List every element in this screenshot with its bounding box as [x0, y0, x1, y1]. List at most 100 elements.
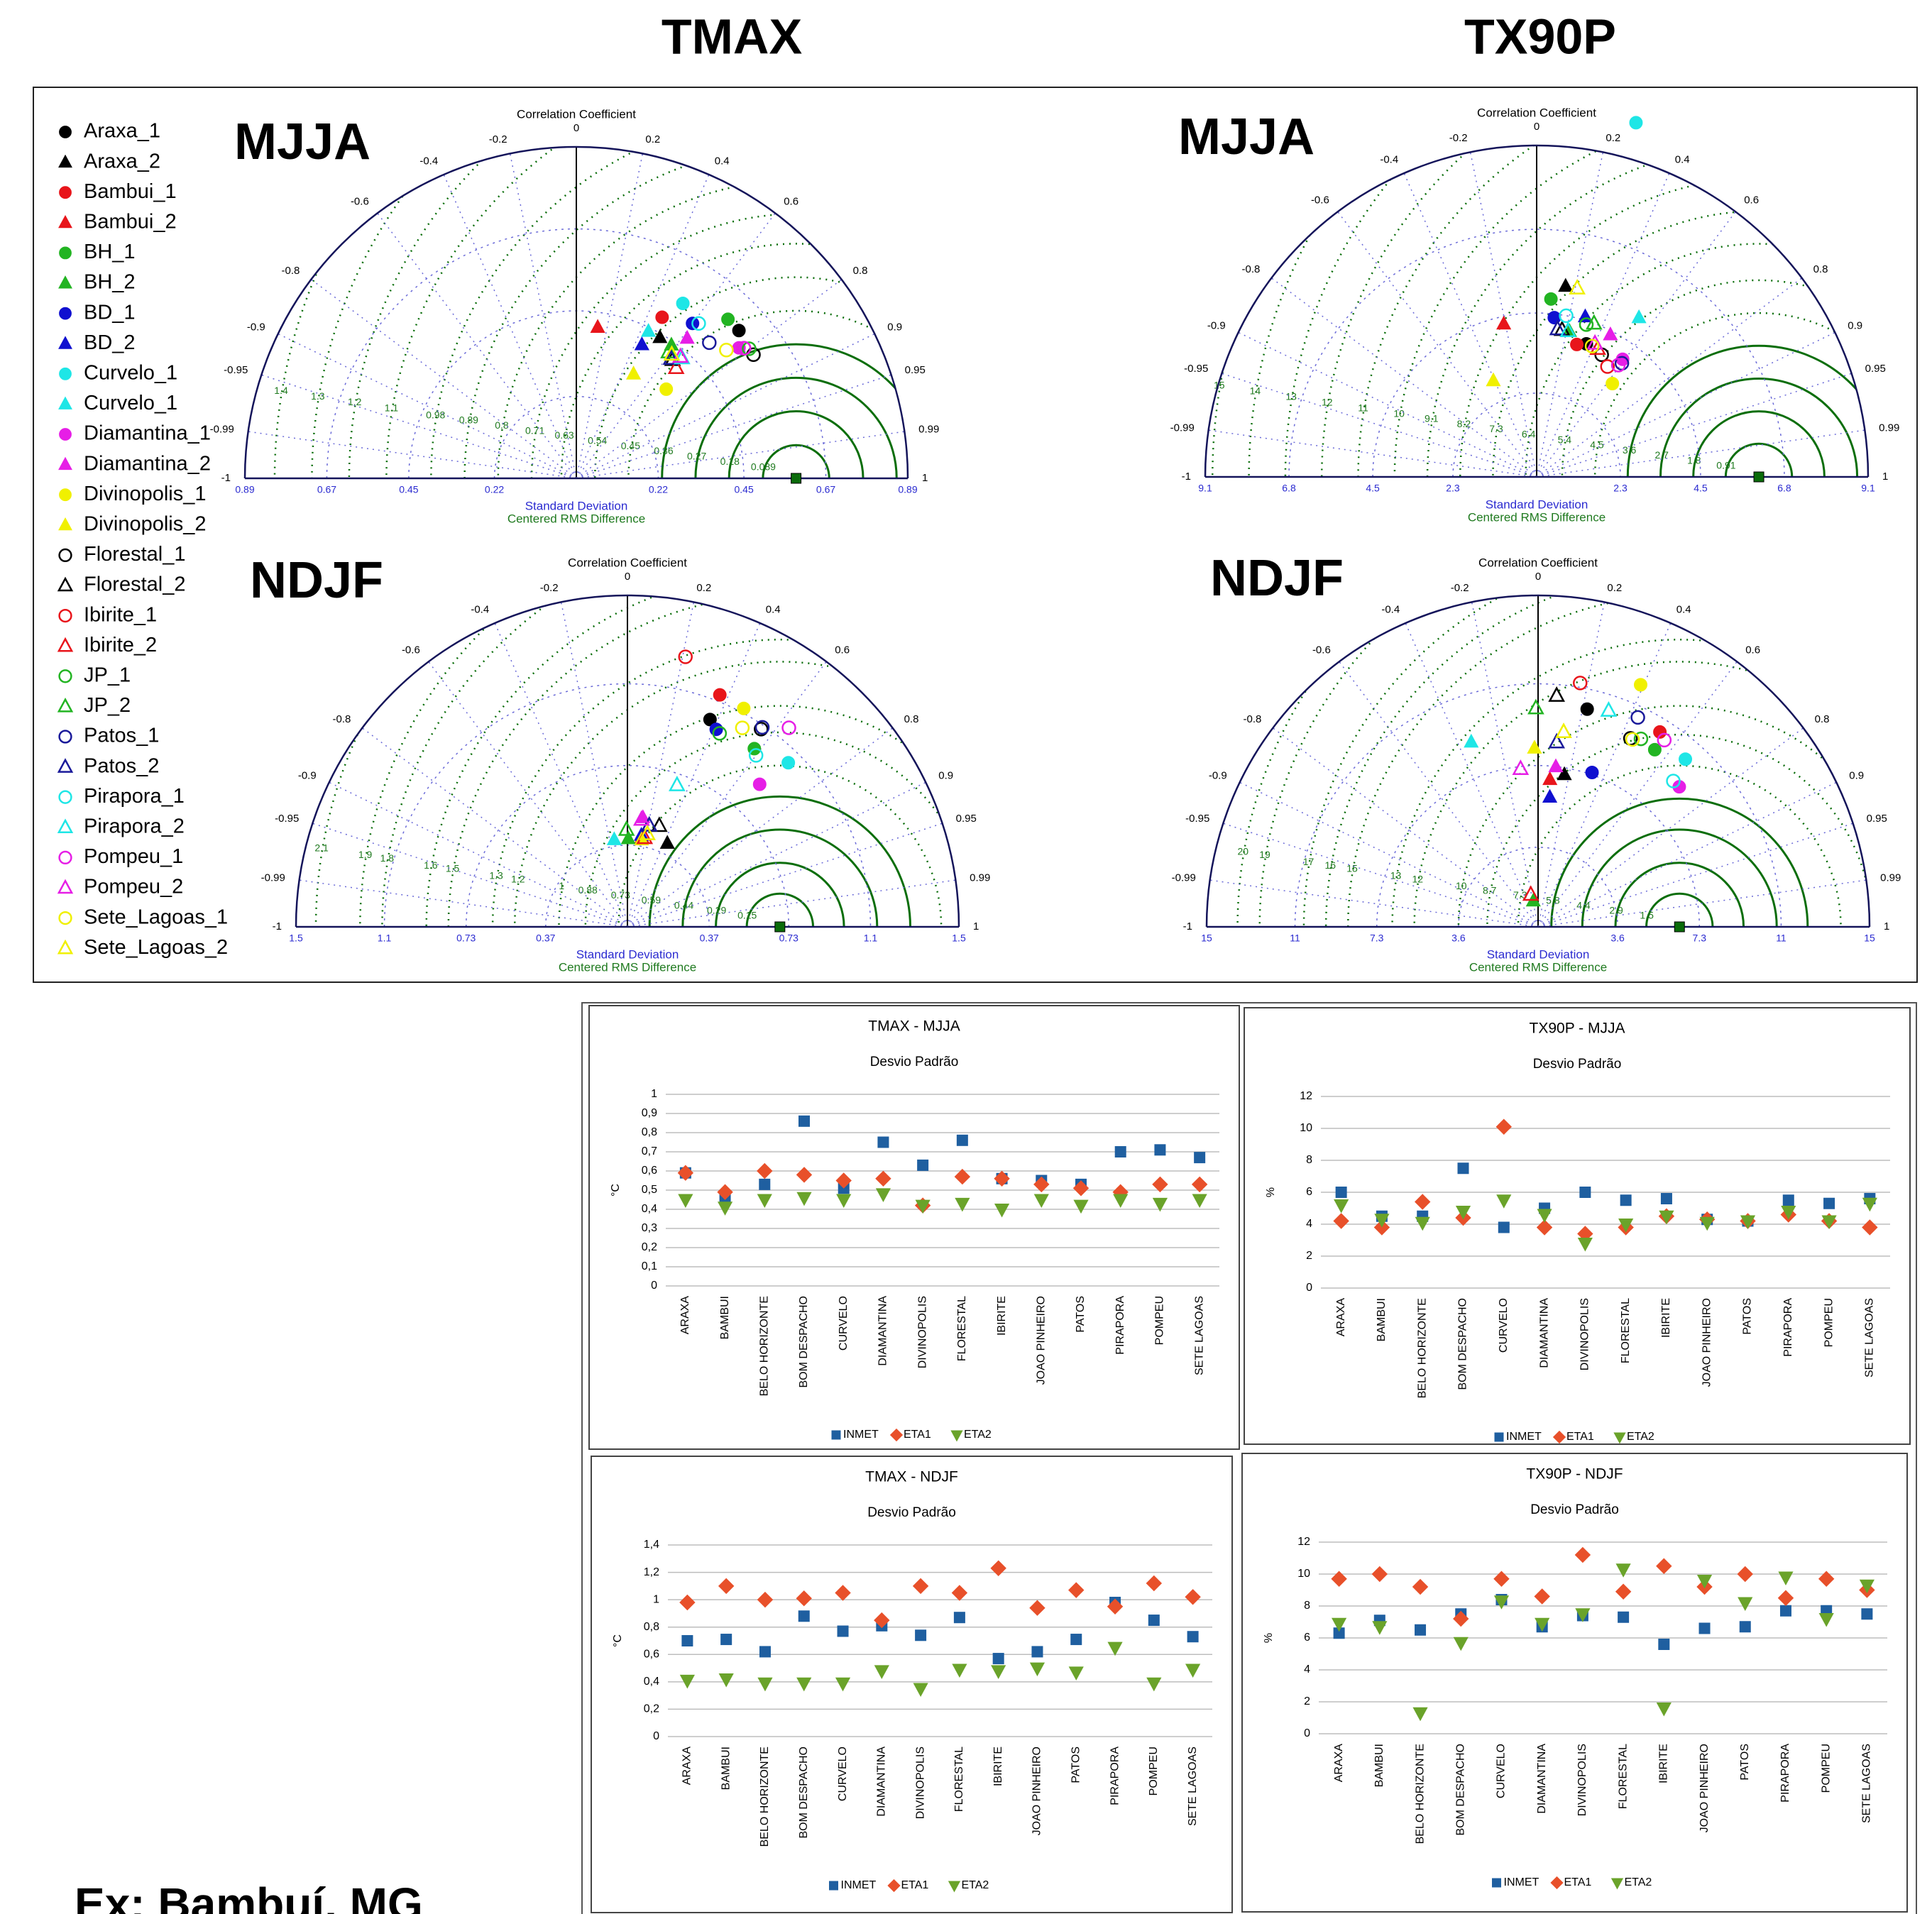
corr-tick-label: 0.95: [1865, 363, 1886, 375]
data-point: [1585, 766, 1599, 780]
data-point: [1577, 1238, 1593, 1252]
y-tick-label: 0,4: [644, 1676, 659, 1688]
data-point: [1696, 1575, 1713, 1589]
legend-marker: [1550, 1876, 1564, 1890]
y-axis-label: %: [1265, 1187, 1277, 1197]
corr-grid-ray: [627, 622, 761, 928]
y-tick-label: 0,1: [642, 1260, 657, 1272]
data-point: [836, 1194, 852, 1209]
x-tick-label: IBIRITE: [1660, 1298, 1672, 1338]
corr-tick-label: 0.4: [715, 155, 730, 167]
corr-tick-label: 0.6: [1745, 644, 1760, 656]
std-tick-label: 2.3: [1446, 483, 1460, 494]
y-tick-label: 4: [1304, 1663, 1310, 1676]
rms-axis-label: Centered RMS Difference: [559, 960, 696, 974]
y-tick-label: 2: [1306, 1250, 1312, 1262]
data-point: [1334, 1199, 1349, 1214]
data-point: [1072, 1180, 1090, 1197]
y-tick-label: 1: [651, 1088, 657, 1100]
data-point: [667, 358, 685, 374]
rms-tick-label: 10: [1456, 880, 1467, 891]
rms-tick-label: 6.4: [1522, 428, 1536, 439]
corr-tick-label: 0.95: [905, 364, 926, 376]
rms-tick-label: 0.44: [674, 899, 693, 911]
x-tick-label: ARAXA: [1333, 1744, 1345, 1783]
corr-grid-ray: [576, 431, 905, 479]
x-tick-label: SETE LAGOAS: [1193, 1296, 1205, 1375]
rms-contour: [560, 243, 908, 478]
legend-label: Florestal_2: [84, 573, 185, 596]
corr-tick-label: 0.8: [1813, 263, 1828, 275]
legend-marker: [829, 1881, 838, 1891]
corr-tick-label: -0.4: [471, 604, 489, 616]
data-point: [1453, 1637, 1469, 1651]
corr-tick-label: 0.8: [1815, 713, 1830, 725]
data-point: [1535, 1617, 1550, 1632]
data-point: [1606, 376, 1620, 390]
corr-tick-label: -0.4: [1381, 604, 1400, 616]
legend-label: Araxa_1: [84, 120, 160, 143]
x-tick-label: BELO HORIZONTE: [759, 1747, 771, 1847]
data-point: [1332, 1617, 1347, 1632]
corr-grid-ray: [1537, 879, 1867, 928]
rms-tick-label: 0.89: [459, 414, 478, 426]
x-tick-label: JOAO PINHEIRO: [1031, 1747, 1043, 1835]
legend-marker: [58, 669, 72, 683]
x-tick-label: POMPEU: [1823, 1298, 1835, 1347]
corr-grid-ray: [1208, 429, 1537, 478]
std-tick-label: 4.5: [1694, 483, 1708, 494]
chart-subtitle: Desvio Padrão: [1530, 1502, 1619, 1517]
corr-tick-label: 0.99: [970, 871, 990, 884]
data-point: [1107, 1641, 1123, 1656]
data-point: [1498, 1221, 1510, 1233]
corr-tick-label: -0.95: [1185, 813, 1209, 825]
rms-tick-label: 8.2: [1457, 418, 1471, 429]
legend-marker: [58, 396, 72, 409]
corr-tick-label: -0.2: [540, 582, 559, 594]
data-point: [752, 777, 767, 791]
data-point: [1574, 1546, 1591, 1563]
corr-grid-ray: [1270, 277, 1537, 478]
data-point: [678, 649, 693, 664]
data-point: [709, 722, 723, 737]
legend-label: JP_1: [84, 664, 131, 686]
corr-tick-label: 0.9: [1848, 320, 1862, 332]
std-tick-label: 7.3: [1370, 933, 1384, 944]
data-point: [1185, 1663, 1201, 1678]
taylor-title: NDJF: [250, 552, 383, 609]
legend-marker: [57, 637, 74, 652]
corr-grid-ray: [1536, 172, 1670, 478]
corr-tick-label: -0.8: [1242, 263, 1261, 275]
x-tick-label: IBIRITE: [992, 1747, 1004, 1786]
data-point: [796, 1590, 812, 1607]
rms-contour: [745, 892, 815, 927]
y-tick-label: 1: [653, 1593, 659, 1605]
taylor-title: MJJA: [234, 114, 371, 170]
legend-marker: [57, 697, 74, 713]
x-tick-label: BAMBUI: [719, 1296, 731, 1339]
std-axis-label: Standard Deviation: [1487, 947, 1590, 961]
data-point: [1154, 1144, 1166, 1156]
legend-label: Florestal_1: [84, 543, 185, 566]
y-axis-label: °C: [610, 1184, 622, 1197]
data-point: [1633, 731, 1649, 747]
data-point: [1629, 116, 1643, 130]
data-point: [1453, 1610, 1469, 1627]
rms-contour: [1561, 279, 1868, 477]
y-tick-label: 0,3: [642, 1222, 657, 1234]
x-tick-label: CURVELO: [838, 1296, 850, 1351]
legend-label: BD_1: [84, 301, 136, 324]
legend-marker: [58, 275, 72, 289]
x-tick-label: SETE LAGOAS: [1861, 1744, 1873, 1823]
data-point: [1493, 1595, 1510, 1610]
rms-tick-label: 17: [1303, 856, 1314, 867]
data-point: [798, 1115, 810, 1127]
rms-tick-label: 0.88: [578, 884, 598, 896]
y-tick-label: 0: [653, 1730, 659, 1742]
legend-label: BH_1: [84, 241, 136, 263]
corr-tick-label: 0.95: [956, 813, 977, 825]
data-point: [1073, 1199, 1089, 1214]
legend-label: Araxa_2: [84, 150, 160, 172]
data-point: [1585, 314, 1603, 330]
corr-tick-label: 0.99: [1879, 422, 1899, 434]
